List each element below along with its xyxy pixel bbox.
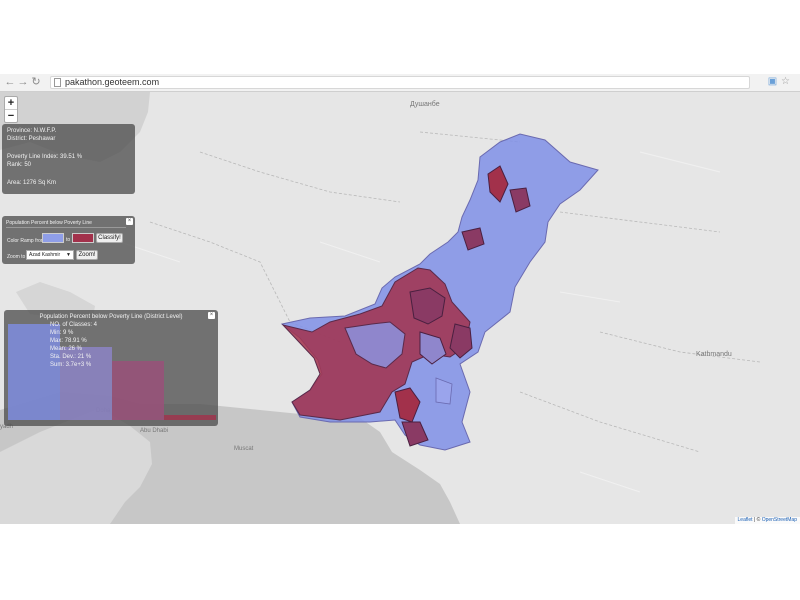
close-icon[interactable]: × bbox=[208, 312, 215, 319]
leaflet-link[interactable]: Leaflet bbox=[737, 517, 753, 523]
basemap: Душанбе Kathmandu Doha Abu Dhabi Muscat … bbox=[0, 92, 761, 524]
district-text: District: Peshawar bbox=[7, 136, 56, 142]
histogram-bar-3 bbox=[112, 361, 164, 420]
reload-icon[interactable]: ↻ bbox=[31, 76, 41, 88]
zoom-to-select[interactable]: Azad Kashmir ▼ bbox=[26, 250, 74, 260]
zoom-to-label: Zoom to bbox=[7, 254, 26, 260]
statistics-panel: Population Percent below Poverty Line (D… bbox=[4, 310, 218, 426]
address-bar[interactable]: pakathon.geoteem.com bbox=[50, 76, 750, 89]
control-panel-title: Population Percent below Poverty Line bbox=[6, 219, 126, 228]
forward-icon[interactable]: → bbox=[17, 76, 29, 88]
osm-link[interactable]: OpenStreetMap bbox=[761, 517, 797, 523]
ramp-end-color-picker[interactable] bbox=[72, 233, 94, 243]
classes-count-text: NO. of Classes: 4 bbox=[50, 322, 98, 328]
stats-panel-title: Population Percent below Poverty Line (D… bbox=[39, 314, 183, 320]
muscat-label: Muscat bbox=[234, 446, 254, 452]
province-text: Province: N.W.F.P. bbox=[7, 128, 57, 134]
zoom-in-button[interactable]: + bbox=[7, 97, 15, 109]
oman-land bbox=[0, 408, 152, 524]
histogram-bar-2 bbox=[60, 347, 112, 420]
page-icon bbox=[54, 78, 61, 87]
histogram-bar-1 bbox=[8, 324, 60, 420]
bookmark-star-icon[interactable]: ☆ bbox=[781, 76, 790, 87]
stats-lines: NO. of Classes: 4 Min: 9 % Max: 78.91 % … bbox=[50, 321, 97, 369]
zoom-out-button[interactable]: − bbox=[5, 109, 17, 122]
histogram-bar-4 bbox=[164, 415, 216, 420]
ramp-start-color-picker[interactable] bbox=[42, 233, 64, 243]
min-text: Min: 9 % bbox=[50, 330, 74, 336]
close-icon[interactable]: × bbox=[126, 218, 133, 225]
abu-dhabi-label: Abu Dhabi bbox=[140, 428, 168, 434]
browser-window: ← → ↻ pakathon.geoteem.com ▣ ☆ bbox=[0, 74, 800, 524]
sum-text: Sum: 3.7e+3 % bbox=[50, 362, 92, 368]
extension-icon[interactable]: ▣ bbox=[767, 76, 778, 87]
country-borders bbox=[149, 131, 761, 453]
rank-text: Rank: 50 bbox=[7, 162, 32, 168]
classify-button[interactable]: Classify! bbox=[96, 233, 123, 243]
attribution-separator: | © bbox=[752, 517, 762, 523]
back-icon[interactable]: ← bbox=[4, 76, 16, 88]
chevron-down-icon: ▼ bbox=[66, 252, 71, 258]
max-text: Max: 78.91 % bbox=[50, 338, 87, 344]
poverty-index-text: Poverty Line Index: 39.51 % bbox=[7, 154, 83, 160]
browser-toolbar: ← → ↻ pakathon.geoteem.com ▣ ☆ bbox=[0, 74, 800, 92]
district-info-panel: Province: N.W.F.P. District: Peshawar Po… bbox=[2, 124, 135, 194]
dushanbe-label: Душанбе bbox=[410, 100, 440, 108]
classification-control-panel: Population Percent below Poverty Line × … bbox=[2, 216, 135, 264]
area-text: Area: 1276 Sq Km bbox=[7, 180, 57, 186]
url-text: pakathon.geoteem.com bbox=[65, 77, 160, 87]
map-view[interactable]: Душанбе Kathmandu Doha Abu Dhabi Muscat … bbox=[0, 92, 800, 524]
mean-text: Mean: 26 % bbox=[50, 346, 83, 352]
pakistan-choropleth[interactable] bbox=[280, 133, 599, 451]
zoom-control: + − bbox=[4, 96, 18, 123]
zoom-to-select-value: Azad Kashmir bbox=[29, 252, 61, 258]
std-dev-text: Sta. Dev.: 21 % bbox=[50, 354, 92, 360]
map-attribution: Leaflet | © OpenStreetMap bbox=[734, 517, 800, 524]
zoom-button[interactable]: Zoom! bbox=[76, 250, 98, 260]
ramp-to-label: to bbox=[66, 237, 71, 243]
riyadh-label: yadh bbox=[0, 424, 13, 430]
roads bbox=[119, 151, 721, 493]
color-ramp-label: Color Ramp from bbox=[7, 238, 46, 244]
kathmandu-label: Kathmandu bbox=[696, 351, 732, 358]
